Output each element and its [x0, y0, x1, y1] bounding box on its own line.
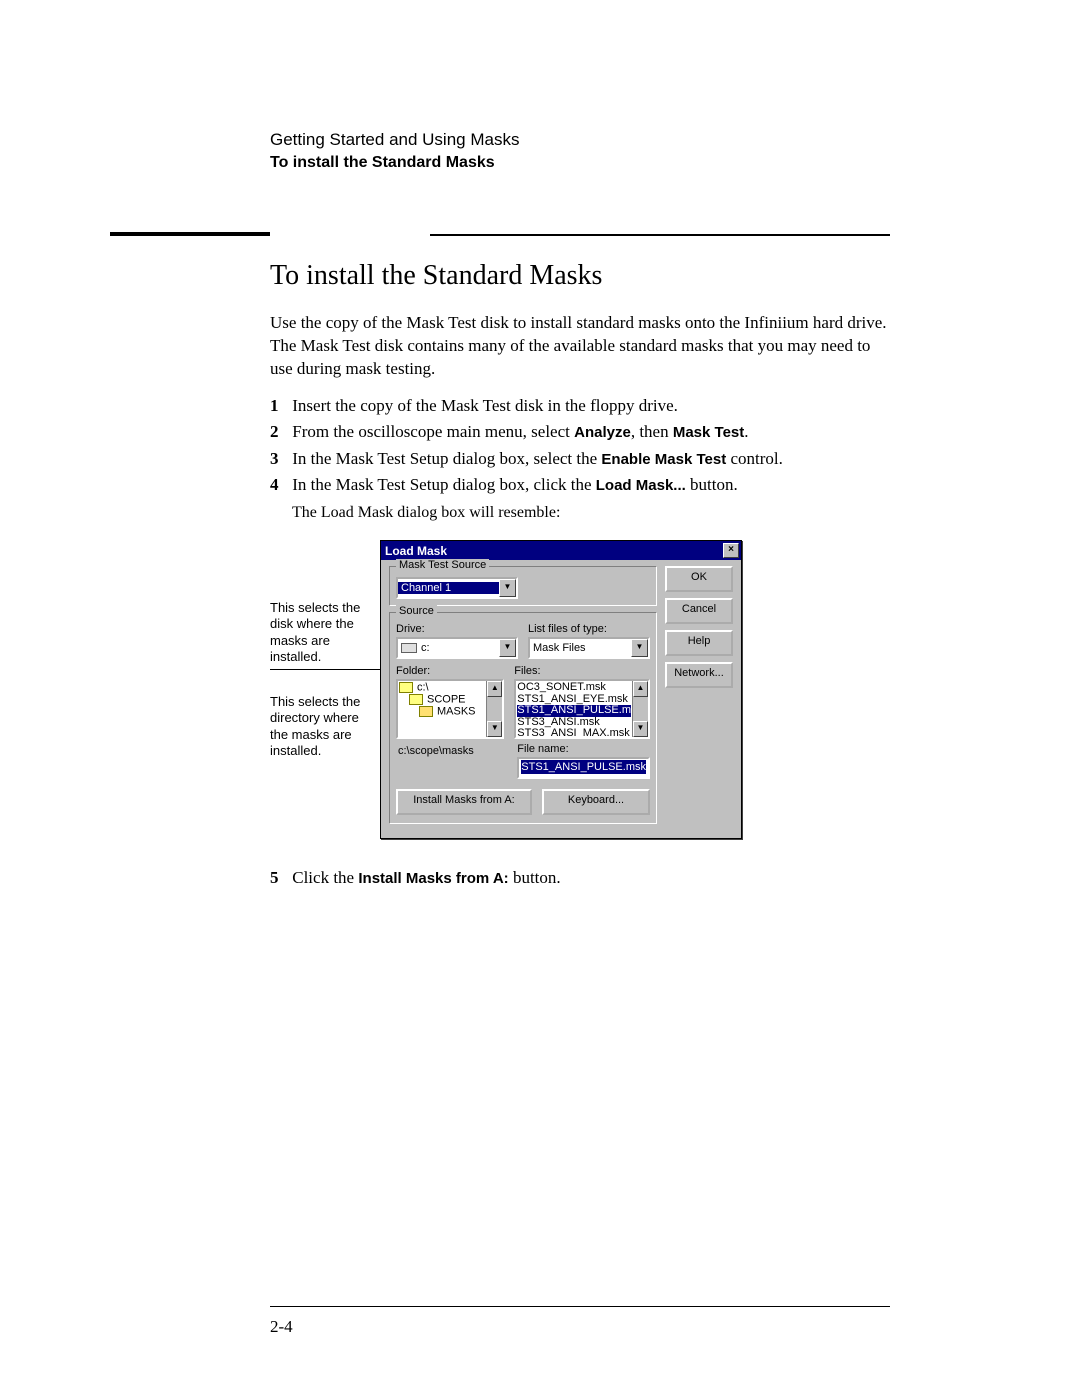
- group-label: Mask Test Source: [396, 559, 489, 571]
- install-masks-button[interactable]: Install Masks from A:: [396, 789, 532, 815]
- folder-item[interactable]: MASKS: [399, 706, 485, 718]
- menu-mask-test: Mask Test: [673, 424, 744, 441]
- step-text: Click the: [292, 868, 358, 887]
- drive-label: Drive:: [396, 623, 518, 635]
- chevron-down-icon[interactable]: ▼: [631, 639, 648, 657]
- chevron-down-icon[interactable]: ▼: [499, 639, 516, 657]
- button-install-masks-from-a: Install Masks from A:: [358, 870, 508, 887]
- step-3: 3 In the Mask Test Setup dialog box, sel…: [270, 446, 890, 472]
- drive-icon: [401, 643, 417, 653]
- control-enable-mask-test: Enable Mask Test: [601, 451, 726, 468]
- group-label: Source: [396, 605, 437, 617]
- file-item[interactable]: OC3_SONET.msk: [517, 682, 631, 694]
- step-number: 3: [270, 446, 288, 472]
- scroll-down-icon[interactable]: ▼: [487, 721, 502, 737]
- current-path: c:\scope\masks: [398, 745, 507, 757]
- mask-test-source-group: Mask Test Source Channel 1 ▼: [389, 566, 657, 606]
- dialog-titlebar[interactable]: Load Mask ×: [381, 541, 741, 560]
- step-number: 4: [270, 472, 288, 498]
- scroll-up-icon[interactable]: ▲: [633, 681, 648, 697]
- callout-disk: This selects the disk where the masks ar…: [270, 600, 380, 665]
- step-text: .: [744, 422, 748, 441]
- step-text: In the Mask Test Setup dialog box, selec…: [292, 449, 601, 468]
- file-type-value: Mask Files: [530, 642, 631, 654]
- listfiles-label: List files of type:: [528, 623, 650, 635]
- folder-item[interactable]: c:\: [399, 682, 485, 694]
- files-label: Files:: [514, 665, 650, 677]
- folder-icon: [419, 706, 433, 717]
- load-mask-dialog: Load Mask × Mask Test Source Channel 1 ▼: [380, 540, 742, 839]
- page-number: 2-4: [270, 1317, 890, 1337]
- step-text: , then: [631, 422, 673, 441]
- menu-analyze: Analyze: [574, 424, 631, 441]
- filename-input[interactable]: STS1_ANSI_PULSE.msk: [517, 757, 650, 779]
- callout-directory: This selects the directory where the mas…: [270, 694, 380, 759]
- drive-value: c:: [398, 642, 499, 654]
- callout-column: This selects the disk where the masks ar…: [270, 540, 380, 759]
- scrollbar[interactable]: ▲ ▼: [486, 681, 502, 737]
- folder-listbox[interactable]: c:\ SCOPE MASKS ▲ ▼: [396, 679, 504, 739]
- channel-value: Channel 1: [398, 582, 499, 594]
- button-load-mask: Load Mask...: [596, 477, 686, 494]
- files-listbox[interactable]: OC3_SONET.mskSTS1_ANSI_EYE.mskSTS1_ANSI_…: [514, 679, 650, 739]
- scroll-up-icon[interactable]: ▲: [487, 681, 502, 697]
- cancel-button[interactable]: Cancel: [665, 598, 733, 624]
- keyboard-button[interactable]: Keyboard...: [542, 789, 650, 815]
- step-text: control.: [726, 449, 783, 468]
- figure-row: This selects the disk where the masks ar…: [270, 540, 890, 839]
- folder-open-icon: [409, 694, 423, 705]
- step-text: Insert the copy of the Mask Test disk in…: [292, 396, 678, 415]
- step-5: 5 Click the Install Masks from A: button…: [270, 865, 890, 891]
- folder-open-icon: [399, 682, 413, 693]
- filename-label: File name:: [517, 743, 650, 755]
- scrollbar[interactable]: ▲ ▼: [632, 681, 648, 737]
- step-4-subtext: The Load Mask dialog box will resemble:: [292, 504, 890, 522]
- drive-dropdown[interactable]: c: ▼: [396, 637, 518, 659]
- step-text: In the Mask Test Setup dialog box, click…: [292, 475, 596, 494]
- callout-divider: [270, 669, 380, 670]
- page-title: To install the Standard Masks: [270, 260, 890, 292]
- step-2: 2 From the oscilloscope main menu, selec…: [270, 419, 890, 445]
- section-rule: [110, 232, 890, 236]
- step-text: button.: [686, 475, 738, 494]
- step-text: From the oscilloscope main menu, select: [292, 422, 574, 441]
- close-icon[interactable]: ×: [723, 543, 739, 558]
- step-4: 4 In the Mask Test Setup dialog box, cli…: [270, 472, 890, 498]
- steps-list-2: 5 Click the Install Masks from A: button…: [270, 865, 890, 891]
- step-number: 2: [270, 419, 288, 445]
- header-section: To install the Standard Masks: [270, 154, 890, 172]
- channel-dropdown[interactable]: Channel 1 ▼: [396, 577, 518, 599]
- source-group: Source Drive: c: ▼: [389, 612, 657, 824]
- step-number: 1: [270, 393, 288, 419]
- step-text: button.: [509, 868, 561, 887]
- network-button[interactable]: Network...: [665, 662, 733, 688]
- file-item[interactable]: STS3_ANSI_MAX.msk: [517, 728, 631, 737]
- header-chapter: Getting Started and Using Masks: [270, 130, 890, 150]
- steps-list: 1 Insert the copy of the Mask Test disk …: [270, 393, 890, 498]
- step-number: 5: [270, 865, 288, 891]
- help-button[interactable]: Help: [665, 630, 733, 656]
- chevron-down-icon[interactable]: ▼: [499, 579, 516, 597]
- footer-rule: [270, 1306, 890, 1307]
- folder-label: Folder:: [396, 665, 504, 677]
- intro-paragraph: Use the copy of the Mask Test disk to in…: [270, 312, 890, 381]
- ok-button[interactable]: OK: [665, 566, 733, 592]
- file-type-dropdown[interactable]: Mask Files ▼: [528, 637, 650, 659]
- dialog-title: Load Mask: [385, 544, 447, 558]
- step-1: 1 Insert the copy of the Mask Test disk …: [270, 393, 890, 419]
- scroll-down-icon[interactable]: ▼: [633, 721, 648, 737]
- folder-item[interactable]: SCOPE: [399, 694, 485, 706]
